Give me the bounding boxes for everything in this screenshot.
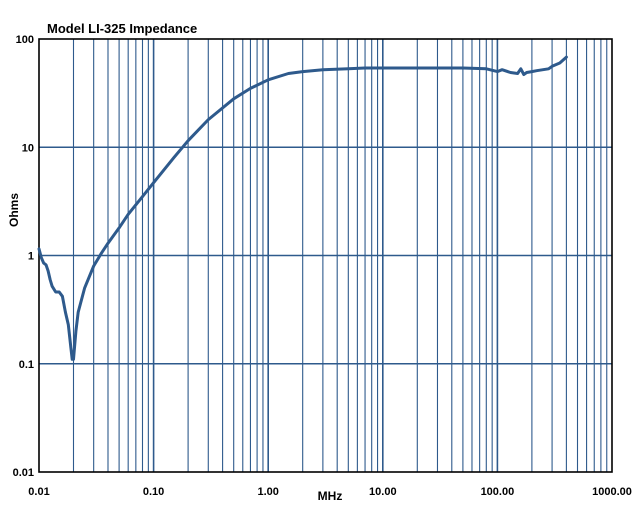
y-tick-label: 1 [28,251,34,263]
y-tick-label: 0.01 [13,467,34,479]
x-tick-label: 10.00 [369,486,397,498]
x-tick-label: 100.00 [481,486,515,498]
tick-labels: 0.01 0.10 1.00 10.00 100.00 1000.00 0.01 0.1 1 10… [13,34,632,498]
y-tick-label: 0.1 [19,359,34,371]
y-tick-label: 10 [22,142,34,154]
x-tick-label: 0.01 [28,486,49,498]
y-tick-label: 100 [16,34,34,46]
x-tick-label: 1.00 [257,486,278,498]
grid [39,39,612,472]
x-axis-label: MHz [318,489,343,503]
impedance-series-line [37,55,568,361]
plot-frame [38,38,613,473]
chart-title: Model LI-325 Impedance [47,21,197,36]
x-tick-label: 0.10 [143,486,164,498]
y-axis-label: Ohms [7,193,21,227]
x-tick-label: 1000.00 [592,486,632,498]
